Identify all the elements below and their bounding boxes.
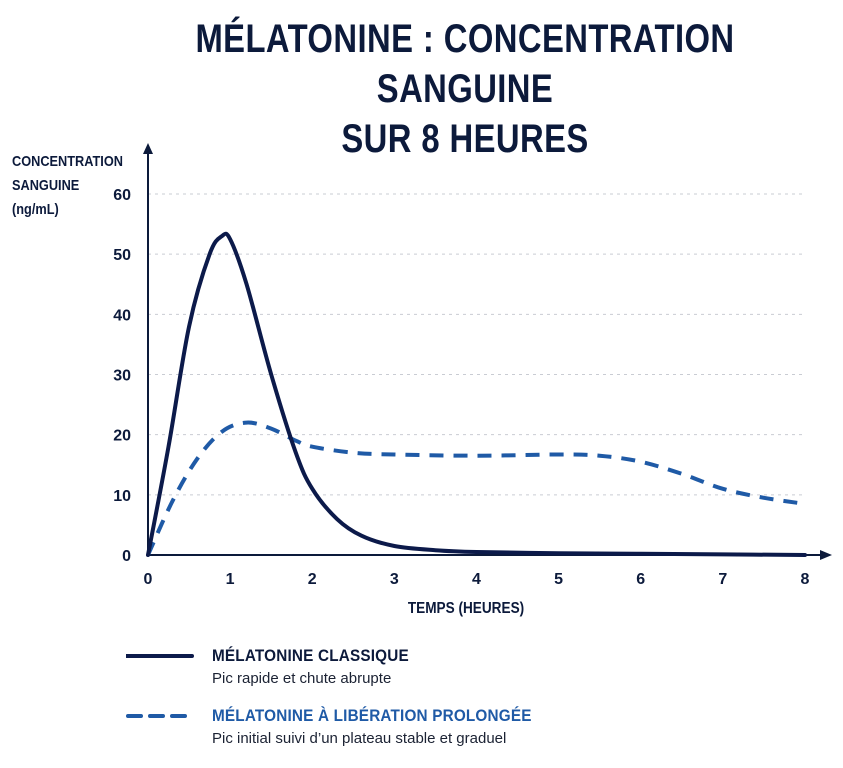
y-axis-label: CONCENTRATION SANGUINE (ng/mL): [12, 150, 123, 222]
x-axis-arrow: [820, 550, 832, 560]
y-axis-arrow: [143, 143, 153, 154]
x-tick-label-1: 1: [226, 571, 235, 588]
y-tick-label-60: 60: [113, 187, 131, 204]
y-tick-label-20: 20: [113, 428, 131, 445]
x-tick-label-7: 7: [718, 571, 727, 588]
chart-title-line-1: MÉLATONINE : CONCENTRATION SANGUINE: [195, 17, 735, 111]
series-line-classique: [146, 231, 807, 557]
legend-swatch-dashed: [126, 714, 194, 718]
y-tick-label-50: 50: [113, 247, 131, 264]
y-tick-label-0: 0: [122, 548, 131, 565]
x-tick-label-3: 3: [390, 571, 399, 588]
y-tick-label-30: 30: [113, 368, 131, 385]
legend-name-classique: MÉLATONINE CLASSIQUE: [212, 646, 409, 665]
x-tick-label-8: 8: [801, 571, 810, 588]
y-axis-label-line-1: CONCENTRATION: [12, 153, 123, 170]
y-axis-label-line-3: (ng/mL): [12, 201, 59, 218]
legend-item-prolongee: MÉLATONINE À LIBÉRATION PROLONGÉE Pic in…: [126, 704, 826, 764]
legend-desc-prolongee: Pic initial suivi d’un plateau stable et…: [212, 730, 507, 747]
y-axis-label-line-2: SANGUINE: [12, 177, 80, 194]
legend-desc-classique: Pic rapide et chute abrupte: [212, 670, 392, 687]
chart-title-line-2: SUR 8 HEURES: [341, 117, 589, 161]
y-tick-label-40: 40: [113, 307, 131, 324]
x-tick-label-2: 2: [308, 571, 317, 588]
chart-title: MÉLATONINE : CONCENTRATION SANGUINE SUR …: [133, 14, 797, 164]
legend: MÉLATONINE CLASSIQUE Pic rapide et chute…: [126, 644, 826, 764]
legend-name-prolongee: MÉLATONINE À LIBÉRATION PROLONGÉE: [212, 706, 532, 725]
legend-item-classique: MÉLATONINE CLASSIQUE Pic rapide et chute…: [126, 644, 826, 704]
x-tick-label-0: 0: [144, 571, 153, 588]
x-tick-label-5: 5: [554, 571, 563, 588]
x-axis-label: TEMPS (HEURES): [407, 600, 525, 617]
series-line-prolongee: [146, 420, 806, 556]
y-tick-label-10: 10: [113, 488, 131, 505]
x-tick-label-4: 4: [472, 571, 481, 588]
legend-swatch-solid: [126, 654, 194, 658]
x-tick-label-6: 6: [636, 571, 645, 588]
